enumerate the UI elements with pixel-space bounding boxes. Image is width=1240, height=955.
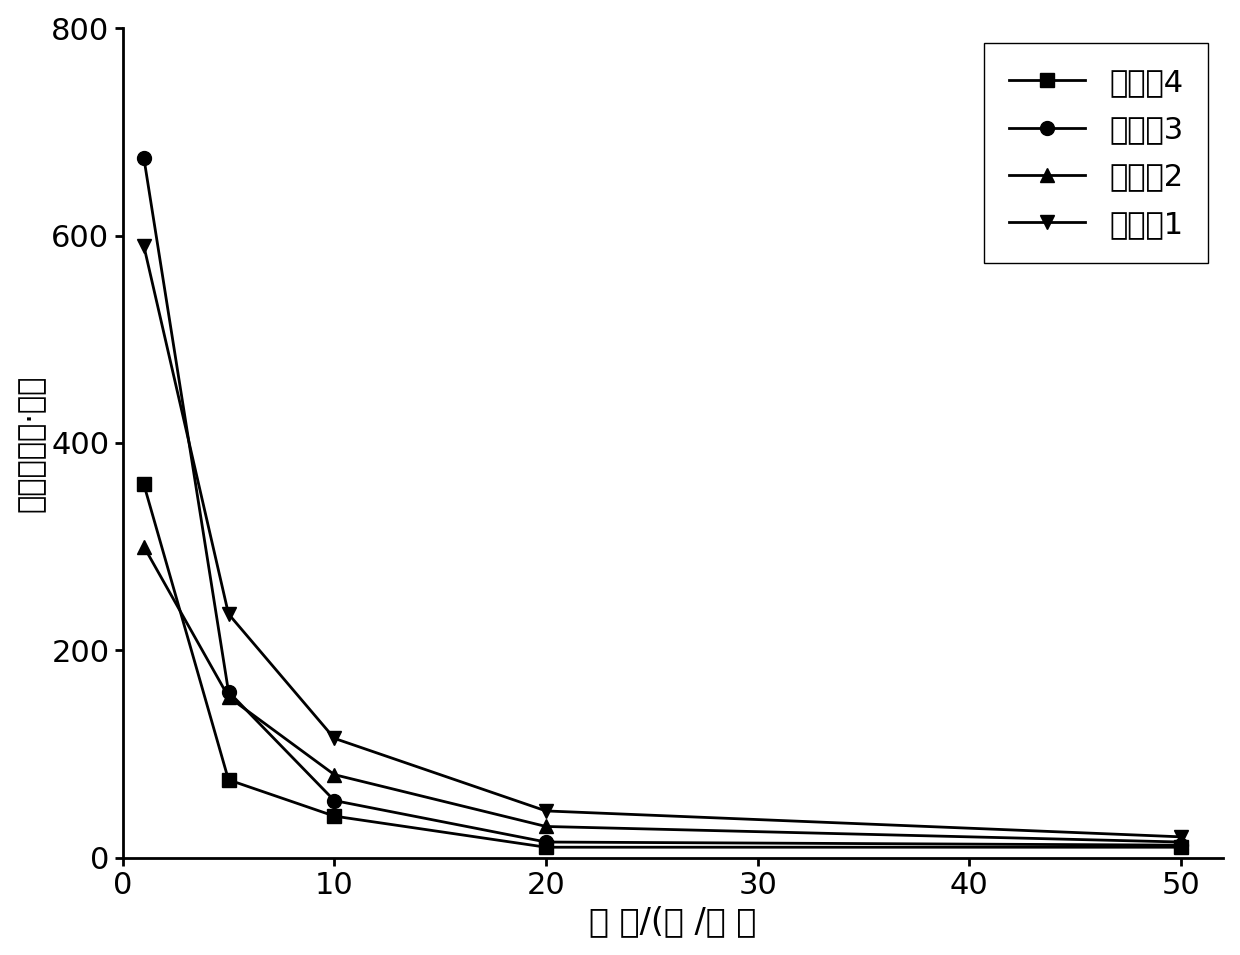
实施兣3 — [538, 837, 553, 848]
实施兣1 — [327, 732, 342, 744]
实施兣2 — [221, 691, 236, 703]
实施兣4 — [538, 841, 553, 853]
Line: 实施兣4: 实施兣4 — [136, 478, 1188, 854]
实施兣2 — [538, 820, 553, 832]
Legend: 实施兣4, 实施兣3, 实施兣2, 实施兣1: 实施兣4, 实施兣3, 实施兣2, 实施兣1 — [985, 43, 1208, 264]
实施兣1 — [1173, 831, 1188, 842]
实施兣4 — [221, 775, 236, 786]
实施兣1 — [136, 240, 151, 251]
实施兣4 — [327, 811, 342, 822]
实施兣3 — [327, 795, 342, 806]
Y-axis label: 粘度／（帕·秒）: 粘度／（帕·秒） — [16, 374, 46, 512]
Line: 实施兣2: 实施兣2 — [136, 540, 1188, 849]
实施兣3 — [136, 152, 151, 163]
X-axis label: 转 速/(转 /分 ）: 转 速/(转 /分 ） — [589, 905, 756, 939]
实施兣2 — [327, 769, 342, 780]
实施兣2 — [136, 541, 151, 552]
实施兣4 — [1173, 841, 1188, 853]
Line: 实施兣1: 实施兣1 — [136, 239, 1188, 844]
Line: 实施兣3: 实施兣3 — [136, 151, 1188, 852]
实施兣1 — [221, 608, 236, 620]
实施兣4 — [136, 478, 151, 490]
实施兣3 — [1173, 839, 1188, 851]
实施兣1 — [538, 805, 553, 817]
实施兣2 — [1173, 837, 1188, 848]
实施兣3 — [221, 686, 236, 697]
